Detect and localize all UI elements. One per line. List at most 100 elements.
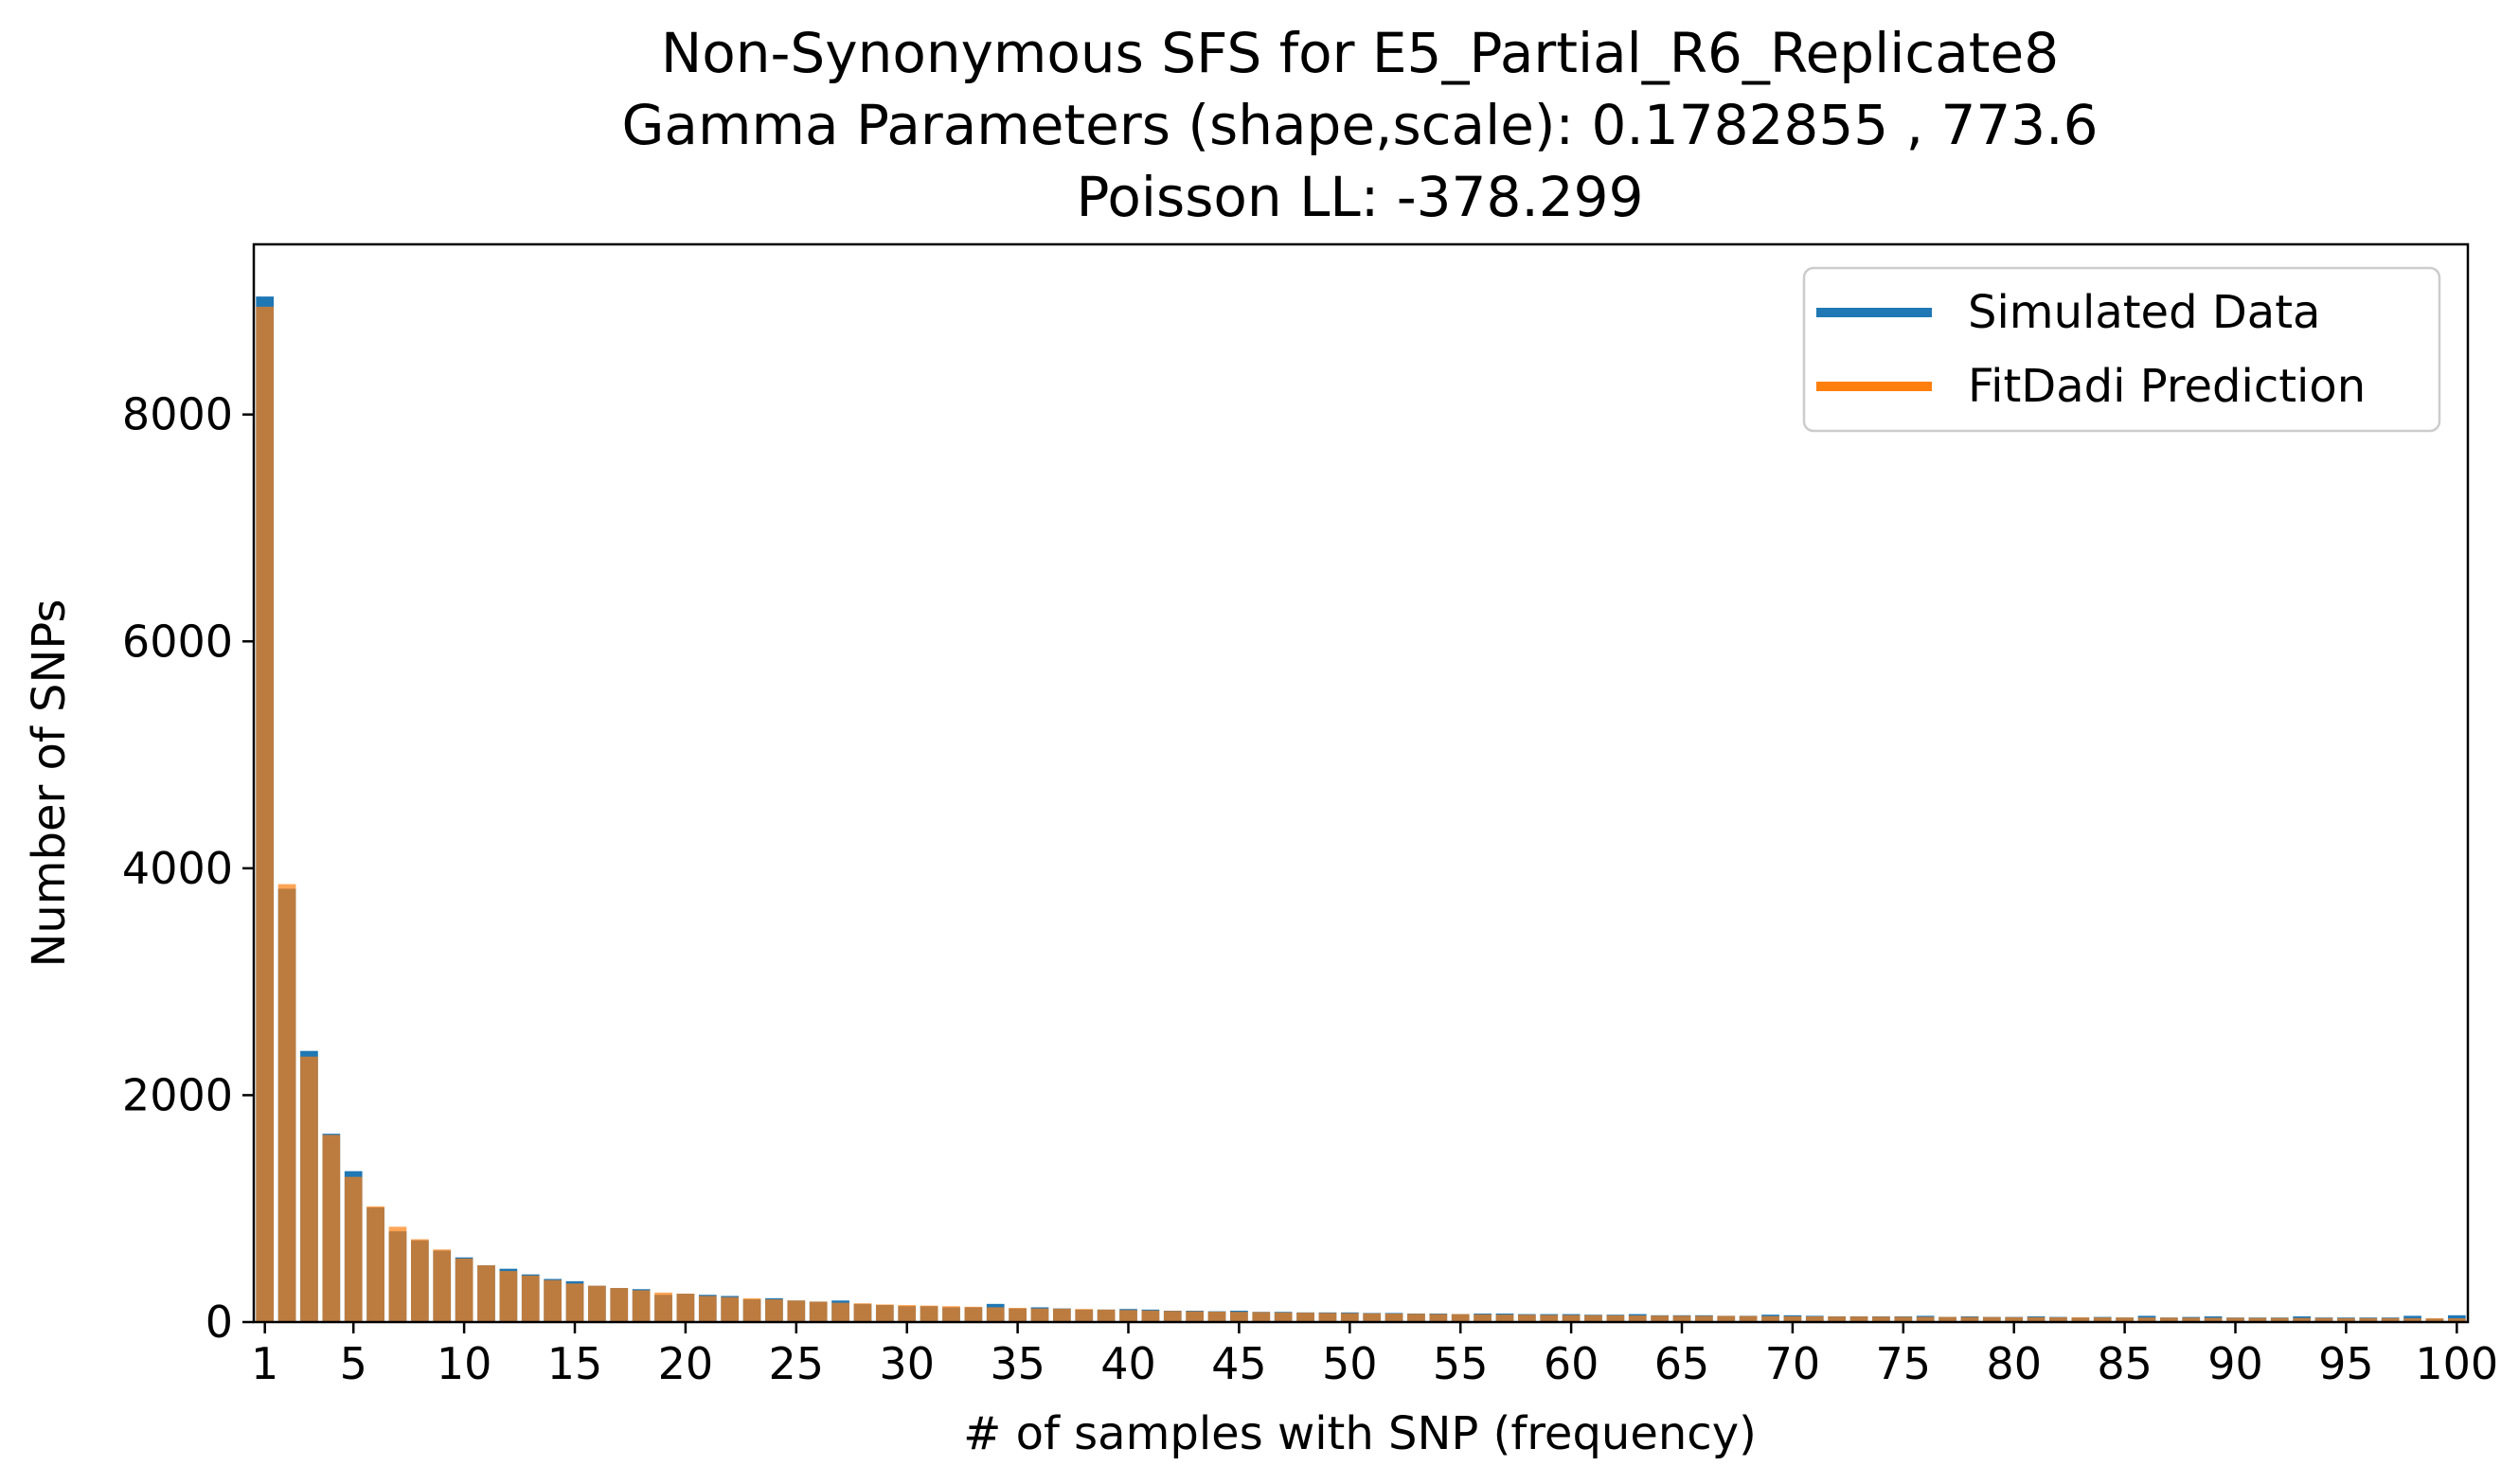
x-tick-label: 1 [251, 1338, 278, 1389]
y-tick-label: 0 [205, 1296, 233, 1348]
y-tick-label: 4000 [122, 843, 233, 894]
x-tick-label: 65 [1654, 1338, 1710, 1389]
fitdadi-bar-73 [1849, 1316, 1868, 1322]
x-tick-label: 95 [2318, 1338, 2374, 1389]
fitdadi-bar-88 [2182, 1317, 2201, 1322]
y-axis-ticks: 0 2000 4000 6000 8000 [122, 389, 254, 1348]
fitdadi-bar-76 [1916, 1316, 1935, 1322]
legend: Simulated Data FitDadi Prediction [1802, 266, 2441, 433]
x-tick-label: 30 [879, 1338, 935, 1389]
x-tick-label: 35 [990, 1338, 1045, 1389]
fitdadi-bar-54 [1429, 1314, 1448, 1322]
x-tick-label: 45 [1211, 1338, 1267, 1389]
fitdadi-bar-78 [1960, 1316, 1979, 1322]
fitdadi-bar-4 [322, 1135, 341, 1322]
fitdadi-bar-75 [1894, 1316, 1913, 1322]
fitdadi-bar-48 [1296, 1313, 1314, 1322]
y-axis-label: Number of SNPs [23, 599, 76, 967]
fitdadi-prediction-bars [256, 306, 2466, 1322]
fitdadi-bar-31 [920, 1305, 938, 1322]
fitdadi-bar-38 [1075, 1309, 1094, 1322]
y-tick-label: 8000 [122, 389, 233, 440]
fitdadi-bar-5 [344, 1176, 363, 1322]
x-tick-label: 60 [1544, 1338, 1599, 1389]
fitdadi-bar-1 [256, 306, 275, 1322]
fitdadi-bar-47 [1274, 1312, 1293, 1322]
fitdadi-bar-60 [1562, 1314, 1581, 1322]
fitdadi-bar-12 [499, 1271, 518, 1322]
fitdadi-bar-39 [1097, 1309, 1116, 1322]
x-tick-label: 15 [547, 1338, 603, 1389]
x-tick-label: 5 [340, 1338, 367, 1389]
x-tick-label: 10 [437, 1338, 492, 1389]
fitdadi-bar-27 [831, 1302, 849, 1322]
fitdadi-bar-45 [1230, 1312, 1248, 1322]
fitdadi-bar-50 [1340, 1313, 1359, 1322]
fitdadi-bar-81 [2027, 1316, 2046, 1322]
x-axis-label: # of samples with SNP (frequency) [963, 1407, 1757, 1460]
x-tick-label: 20 [658, 1338, 714, 1389]
fitdadi-bar-21 [698, 1296, 717, 1322]
fitdadi-bar-55 [1451, 1314, 1470, 1322]
fitdadi-bar-36 [1030, 1308, 1049, 1322]
fitdadi-bar-69 [1761, 1315, 1779, 1322]
fitdadi-bar-92 [2270, 1317, 2289, 1322]
fitdadi-bar-72 [1828, 1316, 1847, 1322]
fitdadi-bar-42 [1163, 1311, 1182, 1322]
fitdadi-bar-3 [300, 1056, 318, 1322]
fitdadi-bar-65 [1672, 1315, 1691, 1322]
fitdadi-bar-49 [1318, 1313, 1337, 1322]
fitdadi-bar-16 [588, 1285, 606, 1322]
fitdadi-bar-26 [809, 1301, 828, 1322]
fitdadi-bar-98 [2403, 1317, 2421, 1322]
fitdadi-bar-18 [632, 1290, 651, 1322]
chart-title-line-1: Non-Synonymous SFS for E5_Partial_R6_Rep… [661, 21, 2059, 85]
fitdadi-bar-30 [898, 1305, 917, 1322]
fitdadi-bar-63 [1628, 1315, 1647, 1322]
fitdadi-bar-86 [2137, 1317, 2156, 1322]
x-tick-label: 100 [2415, 1338, 2498, 1389]
fitdadi-bar-64 [1651, 1315, 1669, 1322]
fitdadi-bar-99 [2425, 1317, 2444, 1322]
fitdadi-bar-91 [2248, 1317, 2267, 1322]
fitdadi-bar-90 [2226, 1317, 2244, 1322]
x-tick-label: 70 [1765, 1338, 1821, 1389]
x-tick-label: 90 [2207, 1338, 2263, 1389]
fitdadi-bar-41 [1141, 1310, 1160, 1322]
fitdadi-bar-25 [787, 1300, 806, 1322]
x-tick-label: 25 [769, 1338, 825, 1389]
fitdadi-bar-23 [742, 1297, 761, 1322]
fitdadi-bar-7 [388, 1226, 407, 1322]
y-tick-label: 6000 [122, 616, 233, 667]
fitdadi-bar-77 [1938, 1316, 1956, 1322]
fitdadi-bar-15 [565, 1283, 584, 1322]
fitdadi-bar-33 [964, 1306, 983, 1322]
fitdadi-bar-8 [411, 1239, 429, 1322]
fitdadi-bar-87 [2160, 1317, 2178, 1322]
fitdadi-bar-85 [2116, 1317, 2134, 1322]
fitdadi-bar-51 [1363, 1313, 1382, 1322]
fitdadi-bar-67 [1717, 1315, 1736, 1322]
fitdadi-bar-13 [521, 1275, 540, 1322]
fitdadi-bar-14 [544, 1279, 562, 1322]
fitdadi-bar-17 [610, 1288, 629, 1322]
fitdadi-bar-10 [455, 1258, 473, 1322]
x-tick-label: 75 [1876, 1338, 1932, 1389]
legend-label-simulated: Simulated Data [1968, 286, 2320, 339]
fitdadi-bar-32 [942, 1306, 960, 1322]
x-tick-label: 55 [1433, 1338, 1489, 1389]
fitdadi-bar-70 [1783, 1315, 1802, 1322]
fitdadi-bar-35 [1009, 1308, 1027, 1322]
fitdadi-bar-93 [2293, 1317, 2311, 1322]
x-tick-label: 50 [1322, 1338, 1378, 1389]
x-tick-label: 40 [1100, 1338, 1156, 1389]
fitdadi-bar-29 [875, 1304, 894, 1322]
fitdadi-bar-19 [654, 1292, 672, 1322]
fitdadi-bar-82 [2049, 1316, 2067, 1322]
y-tick-label: 2000 [122, 1069, 233, 1120]
fitdadi-bar-57 [1495, 1314, 1514, 1322]
chart-title-line-2: Gamma Parameters (shape,scale): 0.178285… [621, 93, 2098, 157]
fitdadi-bar-74 [1872, 1316, 1890, 1322]
fitdadi-bar-80 [2005, 1316, 2024, 1322]
